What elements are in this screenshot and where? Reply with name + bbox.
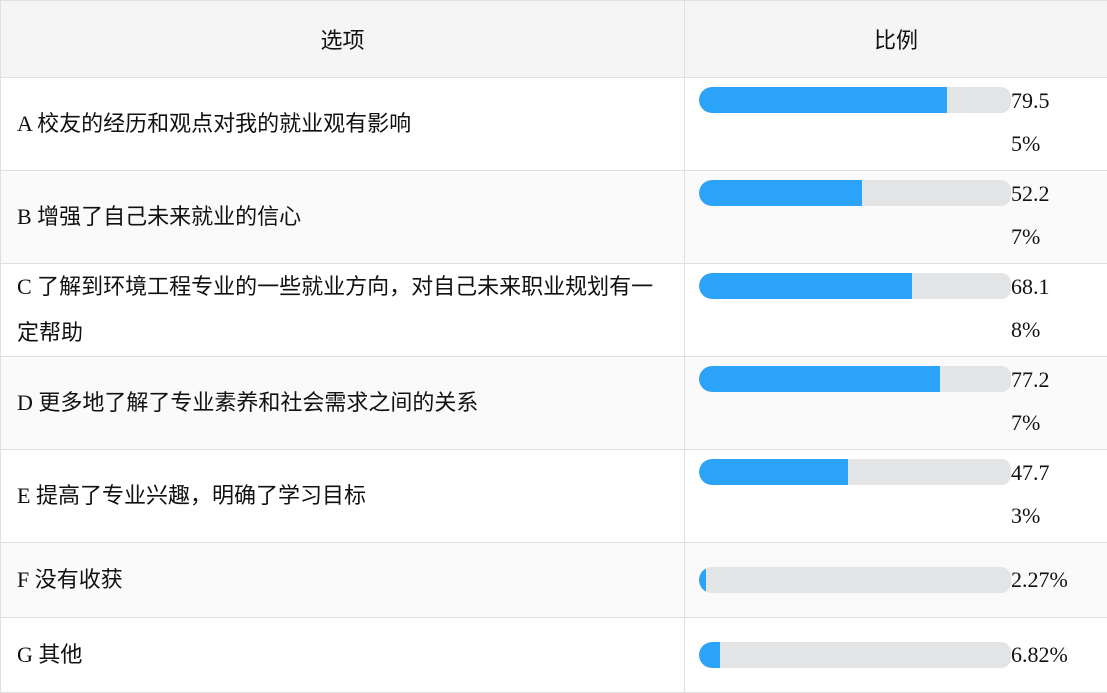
option-label: B 增强了自己未来就业的信心 — [1, 171, 685, 264]
ratio-cell: 68.18% — [685, 264, 1107, 357]
progress-bar — [699, 366, 1011, 392]
ratio-value: 2.27% — [1011, 563, 1075, 597]
progress-fill — [699, 459, 848, 485]
progress-bar — [699, 459, 1011, 485]
option-label: G 其他 — [1, 618, 685, 693]
progress-bar — [699, 87, 1011, 113]
header-option: 选项 — [1, 1, 685, 78]
progress-bar — [699, 180, 1011, 206]
option-label: C 了解到环境工程专业的一些就业方向，对自己未来职业规划有一定帮助 — [1, 264, 685, 357]
option-label: E 提高了专业兴趣，明确了学习目标 — [1, 450, 685, 543]
ratio-cell: 2.27% — [685, 543, 1107, 618]
ratio-value: 52.27% — [1011, 172, 1075, 258]
progress-fill — [699, 273, 912, 299]
ratio-value: 47.73% — [1011, 451, 1075, 537]
ratio-cell: 6.82% — [685, 618, 1107, 693]
ratio-value: 68.18% — [1011, 265, 1075, 351]
ratio-value: 77.27% — [1011, 358, 1075, 444]
progress-fill — [699, 180, 862, 206]
ratio-cell: 79.55% — [685, 78, 1107, 171]
table-row: E 提高了专业兴趣，明确了学习目标 47.73% — [1, 450, 1107, 543]
ratio-cell: 47.73% — [685, 450, 1107, 543]
option-label: F 没有收获 — [1, 543, 685, 618]
table-row: D 更多地了解了专业素养和社会需求之间的关系 77.27% — [1, 357, 1107, 450]
progress-bar — [699, 642, 1011, 668]
progress-fill — [699, 642, 720, 668]
ratio-cell: 77.27% — [685, 357, 1107, 450]
option-label: D 更多地了解了专业素养和社会需求之间的关系 — [1, 357, 685, 450]
progress-bar — [699, 273, 1011, 299]
progress-fill — [699, 567, 706, 593]
table-row: C 了解到环境工程专业的一些就业方向，对自己未来职业规划有一定帮助 68.18% — [1, 264, 1107, 357]
table-row: A 校友的经历和观点对我的就业观有影响 79.55% — [1, 78, 1107, 171]
ratio-value: 6.82% — [1011, 638, 1075, 672]
option-label: A 校友的经历和观点对我的就业观有影响 — [1, 78, 685, 171]
ratio-value: 79.55% — [1011, 79, 1075, 165]
header-ratio: 比例 — [685, 1, 1107, 78]
table-row: G 其他 6.82% — [1, 618, 1107, 693]
ratio-cell: 52.27% — [685, 171, 1107, 264]
table-row: B 增强了自己未来就业的信心 52.27% — [1, 171, 1107, 264]
progress-bar — [699, 567, 1011, 593]
progress-fill — [699, 366, 940, 392]
table-row: F 没有收获 2.27% — [1, 543, 1107, 618]
header-row: 选项 比例 — [1, 1, 1107, 78]
progress-fill — [699, 87, 947, 113]
